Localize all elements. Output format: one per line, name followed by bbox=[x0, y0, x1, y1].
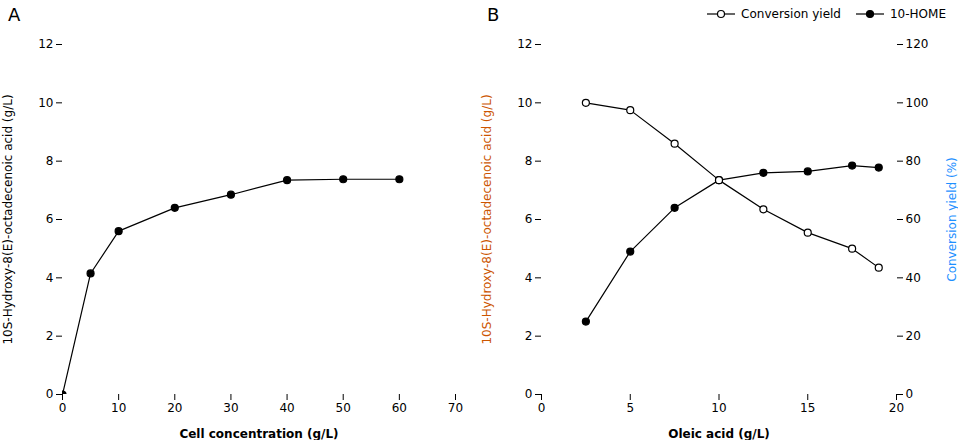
html-text:B: B bbox=[487, 3, 500, 25]
html-text:Conversion yield: Conversion yield bbox=[741, 7, 841, 21]
svg-text:12: 12 bbox=[38, 37, 53, 51]
svg-text:20: 20 bbox=[167, 401, 182, 415]
svg-text:70: 70 bbox=[448, 401, 463, 415]
svg-text:10: 10 bbox=[517, 96, 532, 110]
svg-text:2: 2 bbox=[46, 329, 54, 343]
svg-text:60: 60 bbox=[392, 401, 407, 415]
svg-text:40: 40 bbox=[279, 401, 294, 415]
svg-text:60: 60 bbox=[906, 212, 921, 226]
svg-text:120: 120 bbox=[906, 37, 929, 51]
svg-text:50: 50 bbox=[336, 401, 351, 415]
svg-text:6: 6 bbox=[46, 212, 54, 226]
svg-text:0: 0 bbox=[538, 401, 546, 415]
svg-text:10: 10 bbox=[711, 401, 726, 415]
svg-text:100: 100 bbox=[906, 96, 929, 110]
svg-text:2: 2 bbox=[525, 329, 533, 343]
svg-text:30: 30 bbox=[223, 401, 238, 415]
svg-text:5: 5 bbox=[626, 401, 634, 415]
svg-text:40: 40 bbox=[906, 271, 921, 285]
svg-text:8: 8 bbox=[525, 154, 533, 168]
svg-text:Cell concentration (g/L): Cell concentration (g/L) bbox=[179, 427, 338, 441]
svg-text:10: 10 bbox=[38, 96, 53, 110]
svg-text:80: 80 bbox=[906, 154, 921, 168]
svg-text:10: 10 bbox=[111, 401, 126, 415]
svg-text:0: 0 bbox=[59, 401, 67, 415]
svg-text:0: 0 bbox=[46, 387, 54, 401]
svg-text:10S-Hydroxy-8(E)-octadecenoic: 10S-Hydroxy-8(E)-octadecenoic acid (g/L) bbox=[480, 94, 494, 344]
svg-text:4: 4 bbox=[525, 271, 533, 285]
svg-text:20: 20 bbox=[889, 401, 904, 415]
svg-text:6: 6 bbox=[525, 212, 533, 226]
svg-text:12: 12 bbox=[517, 37, 532, 51]
svg-text:0: 0 bbox=[525, 387, 533, 401]
svg-text:4: 4 bbox=[46, 271, 54, 285]
svg-text:0: 0 bbox=[906, 387, 914, 401]
svg-text:10S-Hydroxy-8(E)-octadecenoic: 10S-Hydroxy-8(E)-octadecenoic acid (g/L) bbox=[1, 94, 15, 344]
svg-text:8: 8 bbox=[46, 154, 54, 168]
svg-text:Conversion yield (%): Conversion yield (%) bbox=[945, 157, 958, 281]
svg-text:Oleic acid (g/L): Oleic acid (g/L) bbox=[668, 427, 770, 441]
svg-text:15: 15 bbox=[800, 401, 815, 415]
svg-text:20: 20 bbox=[906, 329, 921, 343]
html-text:A: A bbox=[8, 3, 21, 25]
html-text:10-HOME: 10-HOME bbox=[890, 7, 946, 21]
